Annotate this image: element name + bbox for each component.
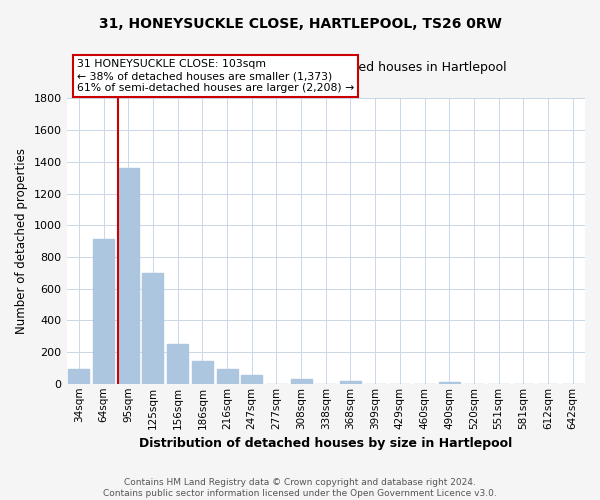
Bar [241, 375, 262, 384]
Title: Size of property relative to detached houses in Hartlepool: Size of property relative to detached ho… [145, 60, 507, 74]
Bar [167, 344, 188, 384]
Bar [93, 240, 114, 384]
Bar [142, 273, 163, 384]
Bar [118, 168, 139, 384]
Bar [68, 370, 89, 384]
Bar [192, 361, 213, 384]
X-axis label: Distribution of detached houses by size in Hartlepool: Distribution of detached houses by size … [139, 437, 512, 450]
Bar [290, 379, 311, 384]
Text: 31 HONEYSUCKLE CLOSE: 103sqm
← 38% of detached houses are smaller (1,373)
61% of: 31 HONEYSUCKLE CLOSE: 103sqm ← 38% of de… [77, 60, 354, 92]
Bar [340, 382, 361, 384]
Y-axis label: Number of detached properties: Number of detached properties [15, 148, 28, 334]
Bar [217, 370, 238, 384]
Bar [439, 382, 460, 384]
Text: 31, HONEYSUCKLE CLOSE, HARTLEPOOL, TS26 0RW: 31, HONEYSUCKLE CLOSE, HARTLEPOOL, TS26 … [98, 18, 502, 32]
Text: Contains HM Land Registry data © Crown copyright and database right 2024.
Contai: Contains HM Land Registry data © Crown c… [103, 478, 497, 498]
